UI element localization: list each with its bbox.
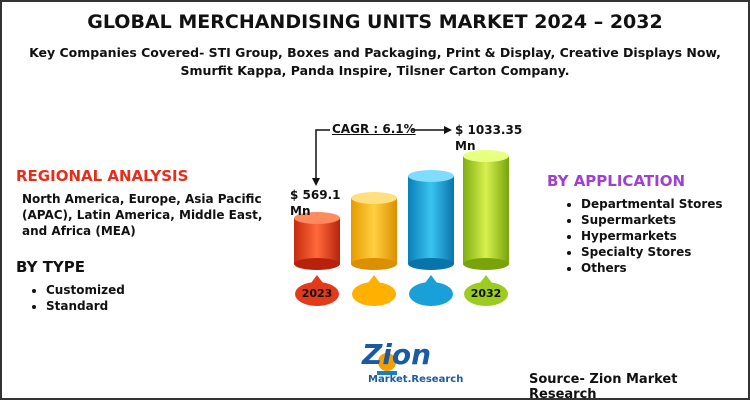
cylinders bbox=[294, 150, 509, 270]
application-list: Departmental Stores Supermarkets Hyperma… bbox=[567, 196, 723, 276]
type-list: Customized Standard bbox=[32, 282, 125, 314]
end-year: 2032 bbox=[470, 287, 502, 300]
application-item: Departmental Stores bbox=[581, 196, 723, 212]
start-year: 2023 bbox=[301, 287, 333, 300]
start-value: $ 569.1 Mn bbox=[290, 188, 341, 218]
logo-name: Zion bbox=[362, 338, 432, 371]
regional-text: North America, Europe, Asia Pacific (APA… bbox=[22, 192, 263, 238]
application-item: Others bbox=[581, 260, 723, 276]
year-badges bbox=[295, 275, 508, 306]
application-item: Hypermarkets bbox=[581, 228, 723, 244]
cagr-arrows bbox=[312, 126, 452, 186]
type-heading: BY TYPE bbox=[16, 258, 86, 276]
subtitle: Key Companies Covered- STI Group, Boxes … bbox=[29, 45, 721, 78]
title: GLOBAL MERCHANDISING UNITS MARKET 2024 –… bbox=[87, 11, 663, 33]
logo-mark bbox=[377, 353, 397, 375]
logo-tagline: Market.Research bbox=[368, 374, 464, 385]
type-item: Standard bbox=[46, 298, 125, 314]
end-value: $ 1033.35 Mn bbox=[455, 123, 523, 153]
application-heading: BY APPLICATION bbox=[547, 172, 686, 190]
application-item: Supermarkets bbox=[581, 212, 723, 228]
application-item: Specialty Stores bbox=[581, 244, 723, 260]
source: Source- Zion Market Research bbox=[529, 372, 678, 400]
type-item: Customized bbox=[46, 282, 125, 298]
regional-heading: REGIONAL ANALYSIS bbox=[16, 167, 189, 185]
cagr-label: CAGR : 6.1% bbox=[332, 122, 416, 136]
